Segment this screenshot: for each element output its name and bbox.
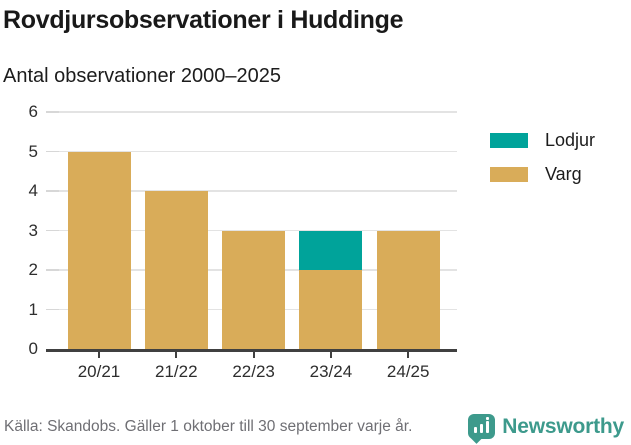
legend-swatch-varg bbox=[490, 167, 528, 182]
chart: 0 1 2 3 4 5 6 20/21 21/22 22/23 23/24 24/25 Lodjur… bbox=[0, 102, 631, 381]
source-note: Källa: Skandobs. Gäller 1 oktober till 3… bbox=[4, 417, 413, 435]
x-tick-label: 24/25 bbox=[386, 362, 430, 381]
x-tick-label: 23/24 bbox=[309, 362, 353, 381]
x-tick bbox=[252, 352, 255, 358]
bar-segment-lodjur bbox=[299, 230, 363, 270]
bar-23/24 bbox=[299, 230, 363, 349]
newsworthy-logo: Newsworthy bbox=[468, 414, 624, 444]
gridline bbox=[46, 190, 457, 192]
y-tick-label: 1 bbox=[28, 299, 38, 319]
bar-20/21 bbox=[67, 151, 131, 349]
y-tick-label: 5 bbox=[28, 141, 38, 161]
icon-bar bbox=[485, 421, 490, 433]
legend-label-varg: Varg bbox=[545, 164, 582, 184]
gridline bbox=[46, 111, 457, 113]
y-axis: 0 1 2 3 4 5 6 bbox=[0, 102, 46, 358]
bar-segment-varg bbox=[144, 191, 208, 349]
legend-item-varg: Varg bbox=[490, 164, 595, 185]
bar-24/25 bbox=[376, 230, 440, 349]
bar-segment-varg bbox=[376, 230, 440, 349]
y-tick-label: 3 bbox=[28, 220, 38, 240]
y-tick-label: 2 bbox=[28, 260, 38, 279]
x-tick bbox=[407, 352, 410, 358]
bar-segment-varg bbox=[299, 270, 363, 349]
x-tick bbox=[175, 352, 178, 358]
bar-segment-varg bbox=[222, 230, 286, 349]
y-tick bbox=[46, 229, 59, 232]
x-tick bbox=[98, 352, 100, 358]
legend-label-lodjur: Lodjur bbox=[545, 130, 596, 150]
legend-swatch-lodjur bbox=[490, 133, 528, 148]
y-tick-label: 6 bbox=[28, 102, 38, 121]
bar-segment-varg bbox=[67, 151, 131, 349]
x-tick bbox=[329, 352, 332, 358]
gridline bbox=[46, 150, 457, 153]
y-tick bbox=[46, 269, 59, 271]
x-tick-label: 21/22 bbox=[155, 362, 198, 381]
icon-dot bbox=[485, 416, 490, 420]
bar-chart-bubble-icon bbox=[468, 414, 496, 444]
page-title: Rovdjursobservationer i Huddinge bbox=[3, 6, 404, 34]
brand-name: Newsworthy bbox=[502, 414, 624, 438]
y-tick bbox=[46, 111, 59, 113]
y-tick-label: 4 bbox=[28, 181, 38, 200]
y-tick-label: 0 bbox=[28, 339, 38, 358]
y-tick bbox=[46, 190, 59, 192]
bar-21/22 bbox=[144, 191, 208, 349]
x-tick-label: 20/21 bbox=[77, 362, 121, 381]
x-tick-label: 22/23 bbox=[232, 362, 275, 381]
icon-bar bbox=[479, 423, 484, 433]
legend-item-lodjur: Lodjur bbox=[490, 130, 595, 151]
y-tick bbox=[46, 308, 59, 311]
news-graphic: Rovdjursobservationer i Huddinge Antal o… bbox=[0, 6, 631, 444]
y-tick bbox=[46, 150, 59, 153]
footer: Källa: Skandobs. Gäller 1 oktober till 3… bbox=[4, 414, 624, 444]
icon-bar bbox=[473, 427, 478, 433]
bubble-tail bbox=[470, 431, 484, 444]
legend: Lodjur Varg bbox=[490, 112, 595, 352]
chart-subtitle: Antal observationer 2000–2025 bbox=[3, 65, 281, 87]
plot-area: 20/21 21/22 22/23 23/24 24/25 bbox=[46, 111, 457, 381]
bar-22/23 bbox=[222, 230, 286, 349]
